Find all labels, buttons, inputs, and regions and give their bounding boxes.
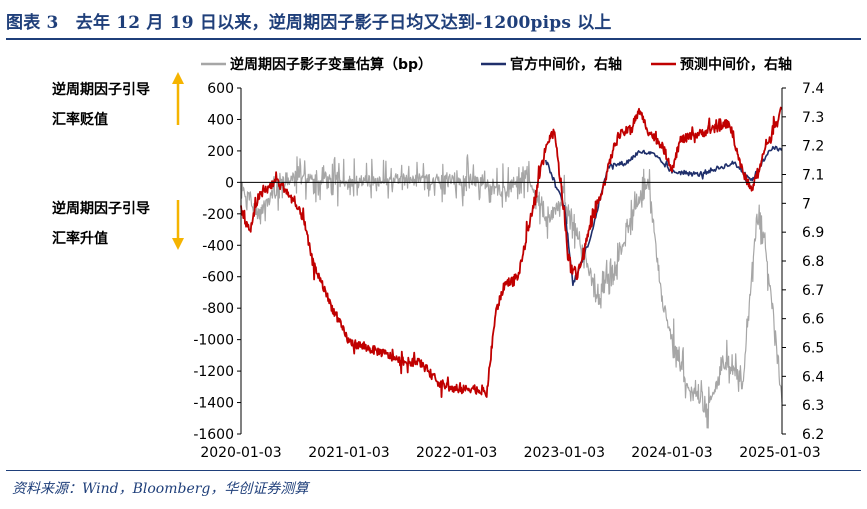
legend-shadow-label: 逆周期因子影子变量估算（bp）	[230, 56, 432, 73]
right-tick-label: 6.4	[802, 369, 824, 385]
x-tick-label: 2023-01-03	[524, 445, 605, 461]
right-tick-label: 7.1	[802, 168, 824, 184]
right-tick-label: 6.2	[802, 427, 824, 443]
depreciation-line2: 汇率贬值	[52, 112, 108, 128]
source-note: 资料来源：Wind，Bloomberg，华创证券测算	[12, 481, 309, 497]
left-tick-label: 200	[207, 144, 234, 160]
right-tick-label: 6.6	[802, 312, 824, 328]
right-tick-label: 7	[802, 196, 811, 212]
left-tick-label: -200	[202, 207, 234, 223]
series-shadow-line	[240, 154, 783, 429]
x-tick-label: 2024-01-03	[631, 445, 712, 461]
left-tick-label: -1400	[193, 396, 234, 412]
left-tick-label: 600	[207, 81, 234, 97]
left-tick-label: -600	[202, 270, 234, 286]
legend-predicted-label: 预测中间价，右轴	[680, 56, 792, 73]
appreciation-line2: 汇率升值	[52, 231, 108, 247]
x-tick-label: 2022-01-03	[416, 445, 497, 461]
right-tick-label: 6.9	[802, 225, 824, 241]
appreciation-annotation: 逆周期因子引导 汇率升值	[52, 194, 150, 254]
depreciation-annotation: 逆周期因子引导 汇率贬值	[52, 75, 150, 135]
appreciation-line1: 逆周期因子引导	[52, 201, 150, 217]
right-tick-label: 6.3	[802, 398, 824, 414]
depreciation-line1: 逆周期因子引导	[52, 82, 150, 98]
x-tick-label: 2025-01-03	[739, 445, 820, 461]
appreciation-arrow-head	[172, 238, 184, 250]
right-tick-label: 7.3	[802, 110, 824, 126]
right-tick-label: 7.2	[802, 139, 824, 155]
left-tick-label: -1000	[193, 333, 234, 349]
depreciation-arrow-head	[172, 72, 184, 84]
right-tick-label: 6.7	[802, 283, 824, 299]
left-tick-label: -1600	[193, 427, 234, 443]
right-tick-label: 7.4	[802, 81, 824, 97]
right-tick-label: 6.8	[802, 254, 824, 270]
series-predicted-line	[240, 106, 783, 398]
left-tick-label: -400	[202, 238, 234, 254]
legend-official-label: 官方中间价，右轴	[510, 56, 622, 73]
left-tick-label: 400	[207, 112, 234, 128]
left-tick-label: -800	[202, 301, 234, 317]
x-tick-label: 2021-01-03	[308, 445, 389, 461]
title-divider	[6, 38, 861, 40]
left-tick-label: 0	[225, 175, 234, 191]
right-tick-label: 6.5	[802, 341, 824, 357]
footer-divider	[6, 470, 861, 471]
left-tick-label: -1200	[193, 364, 234, 380]
chart-title: 图表 3 去年 12 月 19 日以来，逆周期因子影子日均又达到-1200pip…	[6, 13, 612, 33]
x-tick-label: 2020-01-03	[200, 445, 281, 461]
